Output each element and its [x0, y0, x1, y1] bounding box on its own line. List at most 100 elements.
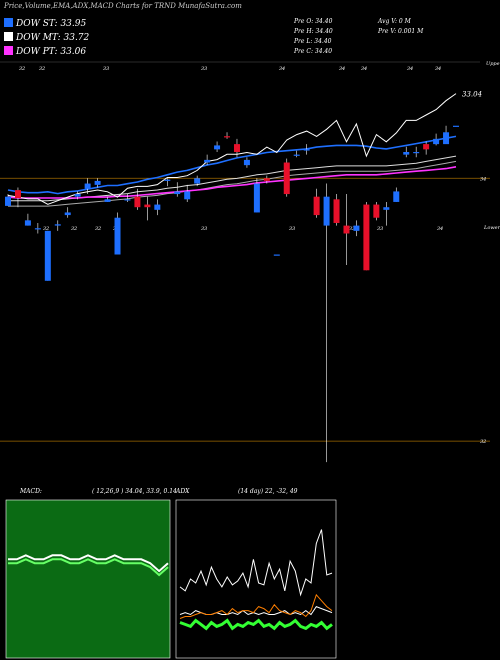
candle-body-13 [134, 196, 141, 208]
candle-body-21 [214, 145, 221, 150]
macd-label: MACD: [20, 488, 42, 495]
ema-line-2 [8, 160, 457, 207]
candle-body-14 [144, 204, 151, 208]
x-tick-bottom-5: 33 [289, 226, 295, 232]
legend-label-pt: DOW PT: 33.06 [16, 47, 87, 57]
x-tick-top-2: 33 [103, 66, 109, 72]
candle-body-0 [5, 196, 11, 206]
ema-line-0 [7, 135, 457, 195]
candle-body-38 [383, 207, 390, 210]
candle-body-44 [443, 132, 450, 145]
x-tick-bottom-1: 32 [71, 226, 77, 232]
x-tick-bottom-0: 32 [43, 226, 49, 232]
macd-line-1 [8, 558, 169, 577]
candle-body-4 [44, 230, 51, 281]
adx-line-0 [179, 529, 333, 597]
candle-body-43 [433, 138, 440, 145]
macd-panel [5, 499, 171, 659]
candle-body-45 [453, 125, 459, 127]
x-tick-top-8: 34 [435, 66, 441, 72]
candle-body-16 [164, 179, 171, 181]
y-tick-label-0: 34 [480, 176, 486, 182]
candle-body-36 [363, 204, 370, 271]
candle-body-6 [64, 212, 71, 216]
x-tick-bottom-7: 33 [377, 226, 383, 232]
ema-line-3 [7, 166, 457, 199]
candle-body-39 [393, 191, 400, 202]
x-tick-top-4: 34 [279, 66, 285, 72]
legend-dow-pt: DOW PT: 33.06 [4, 46, 86, 57]
candle-body-12 [124, 199, 131, 201]
candle-body-18 [184, 191, 191, 200]
candle-body-41 [413, 152, 420, 154]
stat-low: Pre L: 34.40 [294, 38, 332, 45]
candle-body-15 [154, 204, 161, 210]
x-tick-top-1: 32 [39, 66, 45, 72]
candle-body-7 [74, 194, 81, 197]
stat-avg-volume: Avg V: 0 M [378, 18, 411, 25]
x-tick-top-6: 34 [361, 66, 367, 72]
stat-open: Pre O: 34.40 [294, 18, 333, 25]
stat-high: Pre H: 34.40 [294, 28, 333, 35]
candle-body-23 [233, 144, 240, 152]
adx-panel [175, 499, 337, 659]
candle-body-33 [333, 199, 340, 223]
candle-body-29 [293, 154, 300, 156]
x-tick-bottom-8: 34 [437, 226, 443, 232]
upper-label: Upper [486, 61, 500, 67]
legend-swatch-st [4, 18, 13, 27]
candle-body-42 [423, 144, 430, 150]
candle-body-2 [24, 220, 31, 226]
adx-values: (14 day) 22, -32, 49 [238, 488, 298, 495]
x-tick-bottom-4: 33 [201, 226, 207, 232]
ema-line-4 [7, 93, 457, 205]
legend-swatch-mt [4, 32, 13, 41]
x-tick-top-3: 33 [201, 66, 207, 72]
candle-body-28 [283, 162, 290, 195]
candle-body-37 [373, 204, 380, 218]
lower-label: Lower [483, 225, 500, 231]
candle-body-1 [14, 190, 21, 198]
candle-body-5 [54, 224, 61, 226]
candle-body-35 [353, 225, 360, 231]
adx-label: ADX [176, 488, 190, 495]
macd-line-0 [8, 554, 169, 573]
candle-body-31 [313, 196, 320, 216]
x-tick-bottom-2: 32 [95, 226, 101, 232]
last-price-label: 33.04 [462, 91, 482, 99]
legend-label-st: DOW ST: 33.95 [16, 19, 87, 29]
legend-dow-mt: DOW MT: 33.72 [4, 32, 89, 43]
candle-body-30 [303, 149, 310, 151]
adx-line-3 [179, 618, 333, 631]
x-tick-top-0: 32 [19, 66, 25, 72]
stat-prev-volume: Pre V: 0.001 M [378, 28, 424, 35]
stat-close: Pre C: 34.40 [294, 48, 333, 55]
candle-body-27 [273, 254, 280, 256]
candle-body-24 [243, 159, 250, 166]
x-tick-bottom-6: 33 [349, 226, 355, 232]
legend-label-mt: DOW MT: 33.72 [16, 33, 90, 43]
candle-body-32 [323, 196, 330, 226]
x-tick-top-7: 34 [407, 66, 413, 72]
page-title: Price,Volume,EMA,ADX,MACD Charts for TRN… [4, 2, 242, 10]
adx-line-2 [179, 593, 333, 619]
candle-body-40 [403, 152, 410, 155]
candle-body-34 [343, 225, 350, 234]
candle-body-19 [194, 178, 201, 184]
candle-body-25 [253, 183, 260, 213]
candle-body-8 [84, 183, 91, 189]
macd-values: ( 12,26,9 ) 34.04, 33.9, 0.14 [92, 488, 177, 495]
candle-body-9 [94, 180, 101, 185]
y-tick-label-1: 32 [480, 439, 486, 445]
candle-body-17 [174, 191, 181, 195]
candle-body-10 [104, 199, 111, 202]
x-tick-top-5: 34 [339, 66, 345, 72]
candle-body-11 [114, 217, 121, 255]
legend-swatch-pt [4, 46, 13, 55]
candle-body-20 [204, 159, 211, 163]
legend-dow-st: DOW ST: 33.95 [4, 18, 86, 29]
candle-body-22 [224, 136, 231, 138]
candle-body-3 [34, 228, 41, 230]
